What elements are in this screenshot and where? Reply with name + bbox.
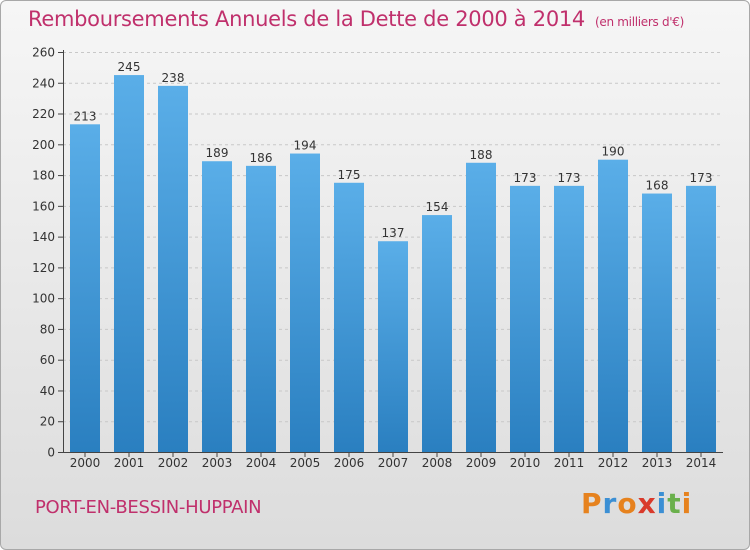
bar [246,165,276,452]
x-tick-label: 2014 [686,456,717,470]
y-tick-label: 100 [32,292,55,306]
logo-letter: i [656,487,668,520]
data-label: 194 [294,139,317,153]
data-label: 173 [558,171,581,185]
bar [202,161,232,452]
logo-letter: t [667,487,682,520]
y-tick-label: 240 [32,76,55,90]
bar [466,162,496,452]
bar [554,185,584,452]
bar [114,75,144,453]
y-tick-label: 180 [32,169,55,183]
bar [510,185,540,452]
bar [334,182,364,452]
y-tick-label: 0 [47,446,55,460]
bar [70,124,100,453]
logo-letter: o [617,487,638,520]
x-tick-label: 2002 [158,456,189,470]
logo-letter: x [637,487,657,520]
y-tick-label: 160 [32,199,55,213]
data-label: 245 [118,60,141,74]
bar [686,185,716,452]
x-tick-label: 2009 [466,456,497,470]
data-label: 188 [470,148,493,162]
bar [422,215,452,452]
commune-name: PORT-EN-BESSIN-HUPPAIN [35,497,262,518]
data-label: 137 [382,226,405,240]
bar [158,85,188,452]
x-tick-label: 2005 [290,456,321,470]
bar [290,153,320,453]
y-tick-label: 20 [40,415,55,429]
data-label: 189 [206,146,229,160]
y-tick-label: 80 [40,322,55,336]
data-label: 168 [646,179,669,193]
data-label: 173 [514,171,537,185]
x-tick-label: 2003 [202,456,233,470]
y-tick-label: 220 [32,107,55,121]
x-tick-label: 2013 [642,456,673,470]
data-label: 190 [602,145,625,159]
chart-title: Remboursements Annuels de la Dette de 20… [28,7,684,31]
x-tick-label: 2012 [598,456,629,470]
x-tick-label: 2007 [378,456,409,470]
logo-letter: i [681,487,693,520]
data-label: 186 [250,151,273,165]
y-tick-label: 40 [40,384,55,398]
y-tick-label: 60 [40,353,55,367]
data-label: 154 [426,200,449,214]
y-tick-label: 260 [32,46,55,60]
logo-letter: r [602,487,618,520]
data-label: 238 [162,71,185,85]
chart-subtitle: (en milliers d'€) [595,15,685,29]
y-tick-label: 200 [32,138,55,152]
x-tick-label: 2010 [510,456,541,470]
logo-letter: P [581,487,603,520]
x-tick-label: 2011 [554,456,585,470]
chart-title-text: Remboursements Annuels de la Dette de 20… [28,7,585,31]
x-tick-label: 2008 [422,456,453,470]
x-tick-label: 2000 [70,456,101,470]
y-tick-label: 120 [32,261,55,275]
bar [378,241,408,452]
proxiti-logo: Proxiti [581,487,692,520]
data-label: 175 [338,168,361,182]
y-tick-label: 140 [32,230,55,244]
x-tick-label: 2004 [246,456,277,470]
data-label: 173 [690,171,713,185]
data-label: 213 [74,109,97,123]
bar [598,159,628,452]
x-tick-label: 2006 [334,456,365,470]
x-tick-label: 2001 [114,456,145,470]
bar [642,193,672,453]
